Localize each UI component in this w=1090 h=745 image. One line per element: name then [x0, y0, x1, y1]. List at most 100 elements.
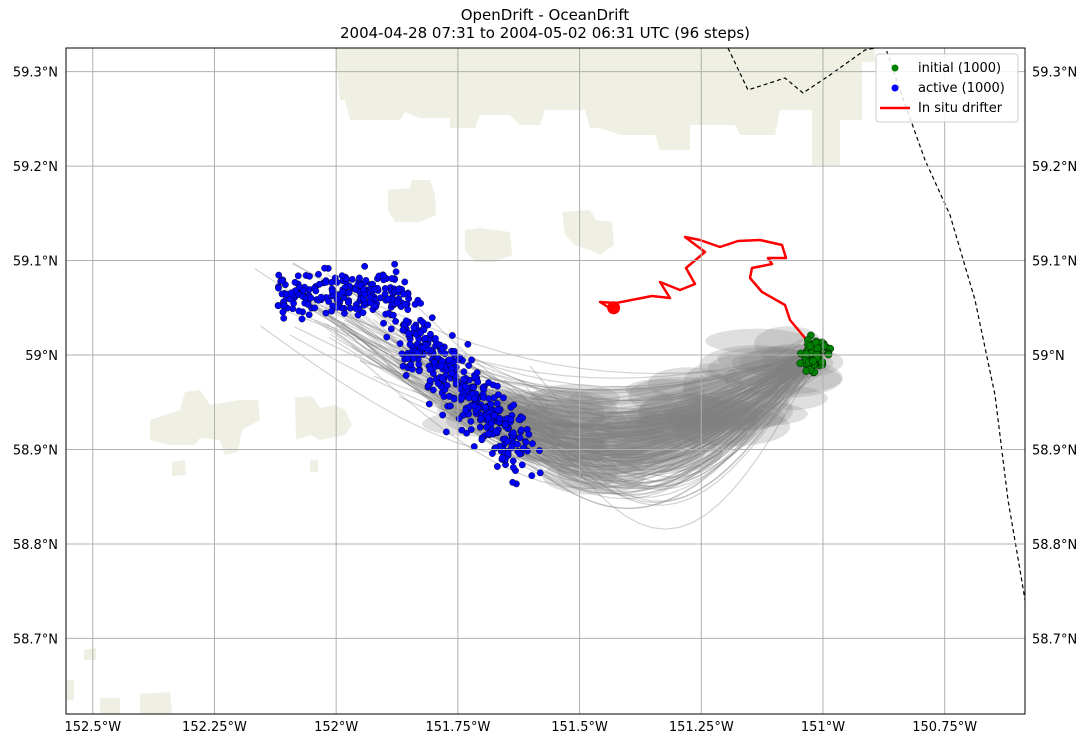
drifter-end-marker	[607, 301, 621, 315]
y-tick-label-right: 58.8°N	[1032, 538, 1077, 553]
trajectory-line	[292, 263, 816, 375]
trajectory-density	[598, 407, 665, 438]
y-tick-label-right: 58.7°N	[1032, 632, 1077, 647]
active-particle	[434, 380, 442, 387]
trajectory-layer	[254, 262, 844, 530]
land-north	[335, 48, 875, 165]
trajectory-line	[334, 331, 811, 449]
x-tick-label: 152.5°W	[64, 720, 121, 735]
active-particle	[492, 444, 499, 452]
trajectory-line	[453, 366, 810, 495]
active-particle	[464, 340, 472, 348]
trajectory-line	[305, 304, 820, 418]
trajectory-line	[289, 334, 821, 433]
trajectory-density	[510, 421, 605, 464]
trajectory-density	[625, 410, 728, 440]
active-particle	[396, 340, 404, 347]
trajectory-line	[480, 335, 807, 479]
trajectory-density	[673, 410, 759, 445]
active-particle	[432, 335, 439, 342]
x-tick-label: 152°W	[314, 720, 358, 735]
active-particle	[321, 264, 329, 272]
trajectory-density	[637, 393, 737, 432]
active-particle	[509, 457, 517, 465]
active-particle	[471, 394, 479, 402]
trajectory-density	[665, 399, 760, 435]
active-particle	[307, 294, 315, 302]
land-island-9	[100, 698, 120, 714]
active-particle	[280, 302, 288, 309]
trajectory-line	[317, 310, 815, 394]
trajectory-line	[341, 324, 813, 448]
active-particle	[356, 274, 363, 282]
active-particle	[406, 341, 414, 348]
trajectory-density	[588, 430, 705, 474]
trajectory-line	[289, 289, 810, 415]
trajectory-line	[529, 356, 822, 478]
active-particle	[487, 400, 495, 408]
active-particle	[528, 472, 536, 480]
trajectory-line	[537, 371, 816, 487]
active-particle	[399, 326, 407, 334]
trajectory-line	[460, 360, 821, 439]
trajectory-line	[524, 356, 812, 477]
active-particle	[333, 304, 341, 311]
trajectory-density	[556, 453, 618, 490]
trajectory-line	[466, 349, 820, 510]
active-particle	[279, 308, 287, 316]
trajectory-line	[316, 309, 820, 447]
active-particle	[348, 275, 356, 283]
x-tick-label: 151.75°W	[425, 720, 490, 735]
active-particle	[462, 406, 470, 414]
active-particle	[304, 301, 312, 308]
trajectory-line	[359, 341, 811, 402]
trajectory-density	[647, 367, 730, 401]
active-particle	[403, 355, 411, 363]
trajectory-line	[456, 353, 812, 459]
active-particle	[487, 420, 495, 428]
trajectory-line	[543, 350, 812, 489]
trajectory-line	[321, 310, 814, 461]
trajectory-line	[544, 355, 807, 475]
active-particle	[484, 430, 492, 438]
active-particle	[439, 411, 447, 419]
trajectory-density	[693, 389, 793, 431]
trajectory-line	[287, 311, 813, 391]
active-particle	[401, 278, 409, 286]
active-particle	[388, 275, 396, 282]
initial-particle	[802, 350, 810, 359]
y-tick-label-right: 59.1°N	[1032, 255, 1077, 270]
trajectory-line	[373, 353, 809, 427]
trajectory-density	[615, 437, 682, 464]
trajectory-density	[696, 399, 760, 425]
trajectory-line	[294, 326, 818, 419]
trajectory-density	[639, 409, 740, 436]
trajectory-density	[548, 411, 614, 449]
trajectory-line	[463, 355, 814, 471]
initial-particle	[796, 359, 804, 368]
trajectory-line	[491, 343, 814, 437]
active-particle	[458, 394, 466, 402]
trajectory-density	[705, 328, 810, 354]
legend-initial-label: initial (1000)	[918, 61, 1001, 76]
trajectory-line	[496, 346, 807, 450]
trajectory-density	[591, 426, 682, 465]
trajectory-line	[470, 353, 816, 452]
initial-particle	[813, 344, 822, 353]
active-particle	[448, 332, 456, 339]
active-particle	[477, 414, 485, 422]
active-particle	[438, 375, 446, 382]
active-particle	[410, 323, 418, 331]
active-particle	[503, 437, 511, 445]
active-particle	[473, 369, 481, 377]
trajectory-density	[748, 385, 828, 411]
active-particle	[465, 362, 473, 369]
trajectory-line	[457, 339, 802, 427]
trajectory-line	[331, 318, 816, 440]
initial-particle	[820, 342, 828, 350]
trajectory-line	[310, 317, 816, 391]
active-particle	[474, 378, 482, 386]
active-particle	[430, 359, 438, 366]
trajectory-line	[490, 358, 816, 498]
active-particles	[274, 260, 544, 488]
